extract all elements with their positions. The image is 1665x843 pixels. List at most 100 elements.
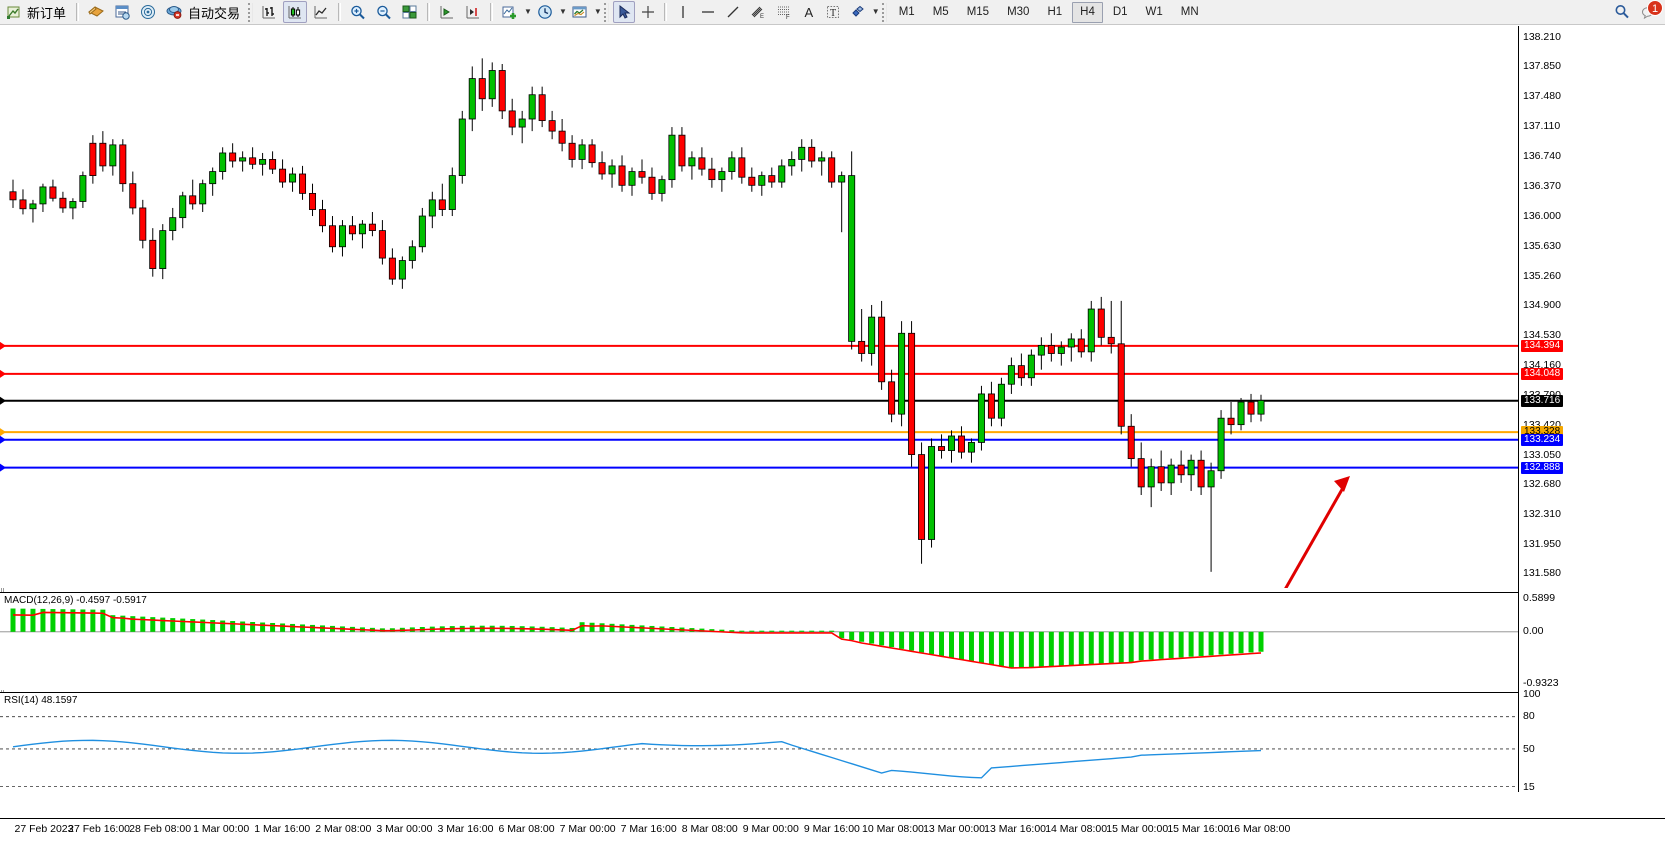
expert-advisors-icon: [88, 6, 104, 17]
price-tick: 134.530: [1523, 328, 1561, 341]
fibonacci-retracement-icon: F: [777, 6, 790, 20]
rsi-pane[interactable]: RSI(14) 48.1597: [0, 692, 1518, 792]
cursor-tool-button[interactable]: [612, 1, 635, 23]
toolbar-separator-3: [427, 3, 431, 21]
price-tag-blue[interactable]: 133.234: [1521, 433, 1564, 446]
timeframe-w1-button[interactable]: W1: [1145, 6, 1163, 18]
text-tool-button[interactable]: A: [798, 1, 820, 23]
crosshair-tool-button[interactable]: [637, 1, 659, 23]
timeframe-m15-button[interactable]: M15: [966, 6, 990, 18]
candlestick-chart-icon: [288, 6, 302, 19]
new-order-label: 新订单: [27, 5, 67, 21]
price-tick: 138.210: [1523, 31, 1561, 44]
tile-windows-icon: [402, 5, 417, 19]
text-label-tool-button[interactable]: T: [822, 1, 844, 23]
zoom-in-button[interactable]: [346, 1, 370, 23]
price-scale[interactable]: 138.210 137.850 137.480 137.110 136.740 136.3…: [1518, 26, 1665, 792]
shapes-dropdown-arrow[interactable]: ▼: [871, 7, 880, 16]
templates-button[interactable]: [568, 1, 592, 23]
time-tick-label: 1 Mar 16:00: [254, 823, 311, 835]
price-tick: 134.160: [1523, 358, 1561, 371]
zoom-out-icon: [377, 5, 391, 20]
price-tick: 133.050: [1523, 448, 1561, 461]
line-chart-button[interactable]: [309, 1, 333, 23]
price-tick: 135.630: [1523, 239, 1561, 252]
timeframe-h4-button[interactable]: H4: [1072, 1, 1103, 23]
time-tick-label: 27 Feb 16:00: [68, 823, 131, 835]
price-tick: 132.680: [1523, 478, 1561, 491]
templates-icon: [572, 6, 587, 18]
equidistant-channel-tool-button[interactable]: E: [746, 1, 770, 23]
time-tick-label: 1 Mar 00:00: [193, 823, 250, 835]
text-icon: A: [804, 4, 814, 20]
timeframe-group: M1 M5 M15 M30 H1 H4 D1 W1 MN: [890, 1, 1208, 23]
toolbar-grip-3[interactable]: [881, 2, 887, 22]
price-tick: 137.110: [1523, 120, 1561, 133]
zoom-out-button[interactable]: [372, 1, 396, 23]
time-tick-label: 14 Mar 08:00: [1045, 823, 1108, 835]
autotrading-icon: [166, 6, 182, 19]
timeframe-m5-button[interactable]: M5: [932, 6, 949, 18]
price-tick: 134.900: [1523, 298, 1561, 311]
notification-button[interactable]: 1: [1635, 0, 1663, 23]
timeframe-h1-button[interactable]: H1: [1047, 6, 1063, 18]
period-button[interactable]: [533, 1, 557, 23]
period-clock-icon: [538, 5, 552, 19]
time-tick-label: 7 Mar 16:00: [620, 823, 677, 835]
tile-windows-button[interactable]: [398, 1, 422, 23]
autotrading-button[interactable]: 自动交易: [162, 1, 245, 23]
add-indicator-dropdown-arrow[interactable]: ▼: [524, 7, 532, 16]
time-tick-label: 27 Feb 2023: [14, 823, 74, 835]
trendline-tool-button[interactable]: [722, 1, 744, 23]
fibonacci-tool-button[interactable]: F: [772, 1, 796, 23]
timeframe-m30-button[interactable]: M30: [1007, 6, 1030, 18]
signals-button[interactable]: [136, 1, 160, 23]
horizontal-line-tool-button[interactable]: [696, 1, 720, 23]
macd-tick: 0.00: [1523, 625, 1544, 638]
price-tag-blue[interactable]: 132.888: [1521, 461, 1564, 474]
templates-dropdown-arrow[interactable]: ▼: [593, 7, 602, 16]
timeframe-mn-button[interactable]: MN: [1180, 6, 1199, 18]
new-order-button[interactable]: 新订单: [3, 1, 71, 23]
candlestick-chart-button[interactable]: [283, 1, 308, 23]
text-label-icon: T: [826, 6, 839, 19]
price-tick: 132.310: [1523, 508, 1561, 521]
vertical-line-tool-button[interactable]: [672, 1, 694, 23]
add-indicator-icon: [502, 6, 517, 19]
toolbar-grip-2[interactable]: [603, 2, 609, 22]
rsi-label: RSI(14) 48.1597: [4, 695, 78, 706]
timeframe-m1-button[interactable]: M1: [898, 6, 915, 18]
period-dropdown-arrow[interactable]: ▼: [558, 7, 567, 16]
time-tick-label: 16 Mar 08:00: [1228, 823, 1291, 835]
chart-shift-button[interactable]: [461, 1, 485, 23]
macd-svg: [0, 608, 1518, 669]
time-tick-label: 3 Mar 00:00: [376, 823, 433, 835]
svg-text:T: T: [830, 8, 836, 19]
crosshair-icon: [641, 6, 654, 18]
vertical-line-icon: [682, 6, 684, 18]
price-tag-red[interactable]: 134.048: [1521, 367, 1564, 380]
toolbar-grip-1[interactable]: [248, 2, 254, 22]
add-indicator-button[interactable]: [498, 1, 522, 23]
expert-advisors-button[interactable]: [84, 1, 108, 23]
data-window-icon: [115, 5, 130, 20]
bar-chart-button[interactable]: [257, 1, 281, 23]
price-tag-red[interactable]: 134.394: [1521, 339, 1564, 352]
shapes-tool-button[interactable]: [846, 1, 870, 23]
timeframe-d1-button[interactable]: D1: [1112, 6, 1128, 18]
price-tag-black[interactable]: 133.716: [1521, 394, 1564, 407]
macd-pane[interactable]: MACD(12,26,9) -0.4597 -0.5917: [0, 592, 1518, 690]
search-button[interactable]: [1610, 1, 1634, 23]
price-tick: 131.950: [1523, 537, 1561, 550]
time-tick-label: 7 Mar 00:00: [559, 823, 616, 835]
notification-count: 1: [1647, 0, 1663, 16]
time-tick-label: 13 Mar 16:00: [984, 823, 1047, 835]
price-tick: 133.420: [1523, 418, 1561, 431]
toolbar-separator-4: [490, 3, 494, 21]
auto-scroll-button[interactable]: [435, 1, 459, 23]
shapes-icon: [852, 5, 864, 17]
price-chart-pane[interactable]: [0, 26, 1518, 588]
time-tick-label: 15 Mar 00:00: [1106, 823, 1169, 835]
data-window-button[interactable]: [110, 1, 134, 23]
cursor-icon: [619, 4, 631, 19]
